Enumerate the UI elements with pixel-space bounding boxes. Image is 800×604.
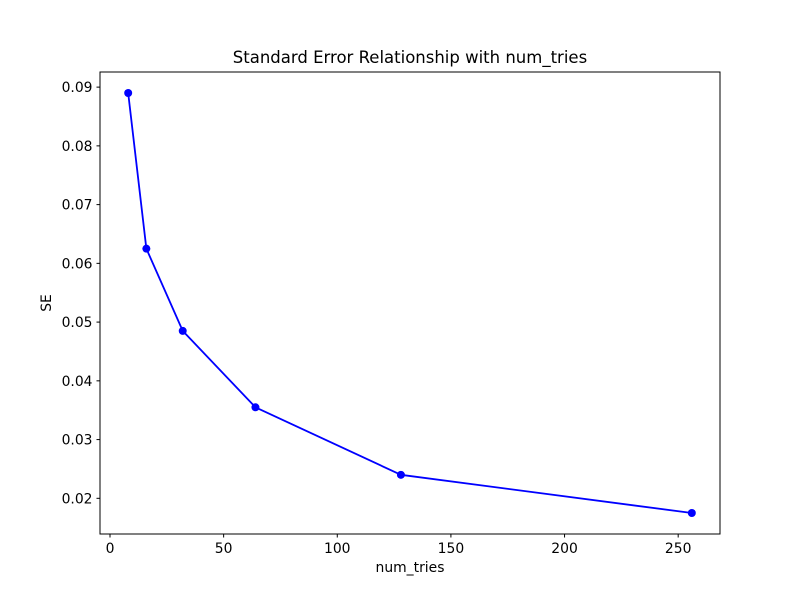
y-tick-label: 0.03	[62, 433, 93, 449]
data-series	[124, 89, 696, 517]
data-point-marker	[687, 509, 696, 517]
x-tick-label: 50	[215, 541, 233, 557]
data-point-marker	[142, 244, 151, 253]
data-point-marker	[251, 403, 260, 412]
data-point-marker	[178, 326, 187, 335]
y-tick-label: 0.08	[62, 139, 93, 155]
axes-spines	[99, 71, 721, 535]
x-tick-label: 200	[551, 541, 578, 557]
chart-title: Standard Error Relationship with num_tri…	[233, 48, 587, 68]
data-point-marker	[396, 470, 405, 479]
x-axis-ticks: 0 50 100 150 200 250	[106, 534, 692, 557]
x-tick-label: 100	[324, 541, 351, 557]
y-tick-label: 0.02	[62, 491, 93, 507]
x-tick-label: 0	[106, 541, 115, 557]
series-line	[127, 92, 693, 514]
y-axis-label: SE	[39, 294, 55, 312]
y-tick-label: 0.05	[62, 315, 93, 331]
plot-area	[100, 72, 720, 534]
x-axis-label: num_tries	[376, 560, 445, 576]
y-tick-label: 0.06	[62, 256, 93, 272]
data-point-marker	[124, 89, 133, 97]
y-tick-label: 0.07	[62, 198, 93, 214]
y-tick-label: 0.04	[62, 374, 93, 390]
x-tick-label: 150	[438, 541, 465, 557]
y-tick-label: 0.09	[62, 80, 93, 96]
x-tick-label: 250	[665, 541, 692, 557]
y-axis-ticks: 0.02 0.03 0.04 0.05 0.06 0.07 0.08 0.09	[62, 80, 100, 507]
